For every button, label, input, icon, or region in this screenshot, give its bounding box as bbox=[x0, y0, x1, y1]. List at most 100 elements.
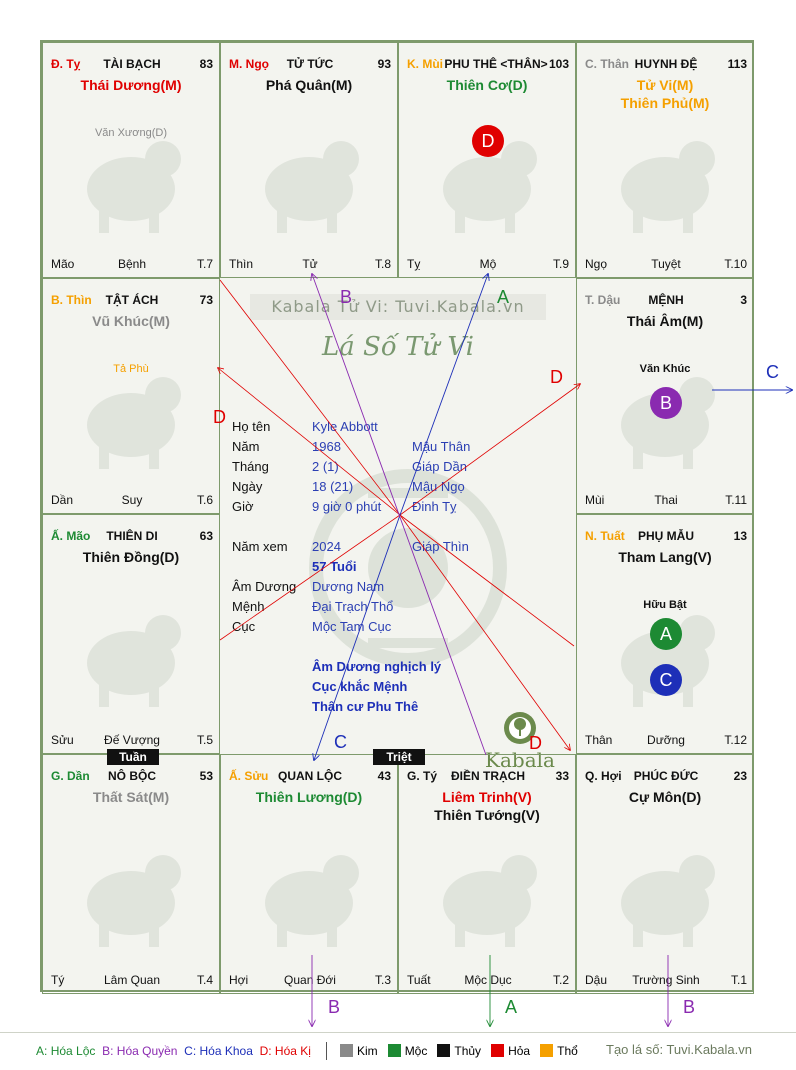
palace-header: TÀI BẠCH Đ. Tỵ 83 bbox=[51, 57, 213, 73]
label-d-left: D bbox=[213, 407, 226, 427]
palace-7[interactable]: THIÊN DI Ấ. Mão 63 Thiên Đồng(D) Sửu Đế Vượng… bbox=[42, 514, 220, 754]
palace-branch: Thìn bbox=[229, 257, 254, 271]
palace-month: T.10 bbox=[724, 257, 747, 271]
palace-footer: Mùi Thai T.11 bbox=[585, 493, 747, 507]
palace-name: TÀI BẠCH bbox=[103, 57, 161, 71]
palace-11[interactable]: ĐIỀN TRẠCH G. Tý 33 Liêm Trinh(V) Thiên Tướn… bbox=[398, 754, 576, 994]
minor-star: Hữu Bật bbox=[643, 599, 687, 611]
thuy-swatch bbox=[437, 1044, 451, 1057]
palace-name: PHỤ MẪU bbox=[638, 529, 694, 543]
palace-name: TỬ TỨC bbox=[286, 57, 334, 71]
palace-branch: Mão bbox=[51, 257, 75, 271]
palace-4[interactable]: HUYNH ĐỆ C. Thân 113 Tử Vi(M) Thiên Phủ(M) Ng… bbox=[576, 42, 754, 278]
palace-branch: Mùi bbox=[585, 493, 605, 507]
palace-stage: Thai bbox=[654, 493, 678, 507]
transformation-arrows bbox=[0, 0, 796, 1032]
line-d-than2 bbox=[399, 514, 575, 647]
kabala-logo: Kabala bbox=[482, 710, 558, 770]
palace-footer: Tuất Mộc Dục T.2 bbox=[407, 973, 569, 987]
palace-stage: Tử bbox=[302, 257, 318, 271]
major-star: Thiên Lương(D) bbox=[255, 789, 363, 805]
tuan-badge: Tuần bbox=[107, 749, 159, 765]
palace-stage: Trường Sinh bbox=[632, 973, 700, 987]
legend-divider bbox=[0, 1032, 796, 1033]
palace-can: G. Tý bbox=[407, 769, 438, 783]
label-d-right: D bbox=[550, 367, 563, 387]
watermark-text: Kabala Tử Vi: Tuvi.Kabala.vn bbox=[271, 297, 525, 316]
palace-header: PHÚC ĐỨC Q. Hợi 23 bbox=[585, 769, 747, 785]
arrow-d-to-than bbox=[399, 514, 570, 750]
zodiac-animal-icon bbox=[621, 615, 715, 708]
palace-branch: Tuất bbox=[407, 973, 431, 987]
palace-10[interactable]: QUAN LỘC Ấ. Sửu 43 Thiên Lương(D) Hợi Quan Đớ… bbox=[220, 754, 398, 994]
palace-12[interactable]: PHÚC ĐỨC Q. Hợi 23 Cự Môn(D) Dậu Trường Sinh T… bbox=[576, 754, 754, 994]
palace-5[interactable]: TẬT ÁCH B. Thìn 73 Vũ Khúc(M) Tả Phù Dần Suy T.… bbox=[42, 278, 220, 514]
kim-swatch bbox=[340, 1044, 353, 1057]
palace-month: T.3 bbox=[374, 973, 391, 987]
palace-can: Đ. Tỵ bbox=[51, 57, 81, 71]
triet-badge: Triệt bbox=[373, 749, 425, 765]
palace-1[interactable]: TÀI BẠCH Đ. Tỵ 83 Thái Dương(M) Văn Xương(D)… bbox=[42, 42, 220, 278]
am-duong-value: Dương Nam bbox=[312, 579, 385, 594]
ngay-value: 18 (21) bbox=[312, 479, 354, 494]
minor-star: Tả Phù bbox=[113, 363, 149, 375]
zodiac-animal-icon bbox=[621, 376, 715, 469]
palace-can: M. Ngọ bbox=[229, 57, 269, 71]
legend-bar: A: Hóa Lộc B: Hóa Quyền C: Hóa Khoa D: H… bbox=[36, 1042, 752, 1060]
palace-month: T.9 bbox=[552, 257, 569, 271]
palace-3[interactable]: PHU THÊ <THÂN> K. Mùi 103 Thiên Cơ(D) D Tỵ Mộ T… bbox=[398, 42, 576, 278]
legend-c-key: C bbox=[184, 1044, 193, 1058]
minor-star: Văn Khúc bbox=[639, 363, 691, 375]
line-d-thin bbox=[219, 279, 401, 516]
legend-a-key: A bbox=[36, 1044, 45, 1058]
center-title: Lá Số Tử Vi bbox=[321, 332, 474, 362]
palace-name: HUYNH ĐỆ bbox=[634, 57, 698, 71]
palace-number: 113 bbox=[727, 57, 747, 71]
palace-month: T.5 bbox=[196, 733, 213, 747]
ho-ten-value: Kyle Abbott bbox=[312, 419, 378, 434]
arrow-a-line bbox=[399, 274, 488, 516]
palace-9[interactable]: NÔ BỘC G. Dần 53 Thất Sát(M) Tý Lâm Quan T.4 bbox=[42, 754, 220, 994]
zodiac-animal-icon bbox=[87, 615, 181, 708]
palace-footer: Dần Suy T.6 bbox=[51, 493, 213, 507]
major-star: Thái Dương(M) bbox=[80, 77, 182, 93]
palace-6[interactable]: MỆNH T. Dậu 3 Thái Âm(M) Văn Khúc B Mùi Thai T.1… bbox=[576, 278, 754, 514]
palace-header: THIÊN DI Ấ. Mão 63 bbox=[51, 529, 213, 545]
zodiac-animal-icon bbox=[265, 855, 359, 948]
zodiac-animal-icon bbox=[87, 376, 181, 469]
thang-label: Tháng bbox=[232, 459, 269, 474]
zodiac-animal-icon bbox=[265, 140, 359, 233]
palace-number: 43 bbox=[377, 769, 391, 783]
palace-month: T.12 bbox=[724, 733, 747, 747]
legend-b-key: B bbox=[102, 1044, 111, 1058]
label-b-below-1: B bbox=[328, 997, 341, 1017]
zodiac-animal-icon bbox=[443, 140, 537, 233]
palace-can: Ấ. Mão bbox=[51, 529, 91, 543]
legend-site-link[interactable]: Tạo lá số: Tuvi.Kabala.vn bbox=[606, 1042, 752, 1057]
legend-hoa: Hỏa bbox=[508, 1044, 531, 1058]
cuc-value: Mộc Tam Cục bbox=[312, 619, 392, 634]
ngay-canchi: Mậu Ngọ bbox=[412, 479, 465, 494]
palace-header: MỆNH T. Dậu 3 bbox=[585, 293, 747, 309]
legend-hoa-loc: Hóa Lộc bbox=[50, 1044, 96, 1058]
palace-8[interactable]: PHỤ MẪU N. Tuất 13 Tham Lang(V) Hữu Bật A C Thâ… bbox=[576, 514, 754, 754]
major-star: Thiên Tướng(V) bbox=[434, 807, 540, 823]
palace-name: PHU THÊ <THÂN> bbox=[444, 57, 548, 71]
major-star: Thiên Cơ(D) bbox=[446, 77, 528, 93]
tho-swatch bbox=[540, 1044, 554, 1057]
palace-month: T.11 bbox=[725, 493, 747, 507]
am-duong-label: Âm Dương bbox=[232, 579, 297, 594]
legend-thuy: Thủy bbox=[454, 1044, 482, 1058]
legend-kim: Kim bbox=[357, 1044, 378, 1058]
major-star: Thiên Phủ(M) bbox=[620, 95, 710, 111]
legend-hoa-khoa: Hóa Khoa bbox=[199, 1044, 253, 1058]
palace-footer: Mão Bệnh T.7 bbox=[51, 257, 213, 271]
nam-xem-canchi: Giáp Thìn bbox=[412, 539, 469, 554]
palace-name: TẬT ÁCH bbox=[105, 293, 159, 307]
palace-footer: Tý Lâm Quan T.4 bbox=[51, 973, 213, 987]
palace-month: T.4 bbox=[196, 973, 213, 987]
palace-number: 103 bbox=[548, 57, 569, 71]
palace-2[interactable]: TỬ TỨC M. Ngọ 93 Phá Quân(M) Thìn Tử T.8 bbox=[220, 42, 398, 278]
palace-name: NÔ BỘC bbox=[108, 769, 156, 783]
palace-can: G. Dần bbox=[51, 769, 90, 783]
